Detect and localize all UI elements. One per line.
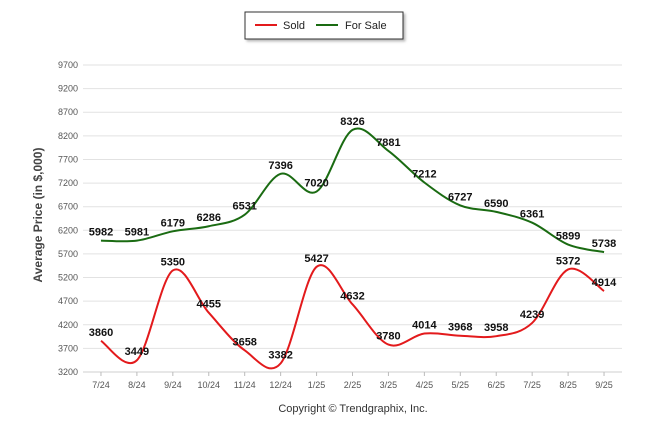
y-tick-label: 3200 (58, 367, 78, 377)
data-label-sold: 4632 (340, 290, 364, 302)
x-tick-label: 10/24 (198, 380, 221, 390)
legend: Sold For Sale (244, 11, 404, 40)
y-tick-label: 6200 (58, 225, 78, 235)
series-lines (100, 127, 605, 370)
data-label-for-sale: 6179 (161, 217, 185, 229)
y-tick-label: 4700 (58, 296, 78, 306)
y-tick-label: 7200 (58, 178, 78, 188)
data-label-for-sale: 6286 (197, 212, 221, 224)
x-tick-label: 9/25 (595, 380, 613, 390)
y-tick-label: 8700 (58, 107, 78, 117)
data-label-sold: 4239 (520, 309, 544, 321)
x-tick-label: 9/24 (164, 380, 182, 390)
data-label-for-sale: 6531 (232, 201, 256, 213)
data-label-for-sale: 8326 (340, 116, 364, 128)
series-line-for-sale (100, 127, 605, 254)
y-tick-label: 7700 (58, 154, 78, 164)
data-label-for-sale: 7212 (412, 169, 436, 181)
data-label-sold: 4014 (412, 320, 437, 332)
x-tick-label: 8/24 (128, 380, 146, 390)
data-label-for-sale: 6727 (448, 191, 472, 203)
x-tick-label: 5/25 (452, 380, 470, 390)
y-tick-label: 5200 (58, 273, 78, 283)
data-labels: 3860 3449 5350 4455 3658 3382 5427 4632 3780 4014… (89, 116, 617, 362)
data-label-for-sale: 5982 (89, 227, 113, 239)
data-label-for-sale: 5899 (556, 231, 580, 243)
x-tick-label: 8/25 (559, 380, 577, 390)
data-label-sold: 5372 (556, 255, 580, 267)
y-tick-label: 9700 (58, 60, 78, 70)
data-label-sold: 3382 (268, 349, 292, 361)
x-tick-label: 7/24 (92, 380, 110, 390)
data-label-for-sale: 5738 (592, 238, 616, 250)
data-label-sold: 4914 (592, 277, 617, 289)
x-tick-label: 2/25 (344, 380, 362, 390)
data-label-for-sale: 7396 (268, 160, 292, 172)
x-tick-label: 12/24 (269, 380, 292, 390)
data-label-for-sale: 5981 (125, 227, 149, 239)
legend-label-for-sale: For Sale (345, 20, 387, 32)
data-label-sold: 3449 (125, 346, 149, 358)
y-tick-label: 6700 (58, 202, 78, 212)
x-tick-label: 7/25 (523, 380, 541, 390)
data-label-for-sale: 6590 (484, 198, 508, 210)
x-tick-label: 1/25 (308, 380, 326, 390)
y-axis-title: Average Price (in $,000) (31, 148, 45, 283)
data-label-for-sale: 7020 (304, 178, 328, 190)
y-tick-label: 4200 (58, 320, 78, 330)
y-tick-label: 8200 (58, 131, 78, 141)
data-label-sold: 5427 (304, 253, 328, 265)
data-label-sold: 4455 (197, 299, 221, 311)
y-axis-ticks: 3200 3700 4200 4700 5200 5700 6200 6700 7200 7700… (58, 60, 78, 377)
data-label-sold: 3658 (232, 336, 256, 348)
series-line-sold (100, 264, 605, 370)
data-label-sold: 3958 (484, 322, 508, 334)
copyright-footer: Copyright © Trendgraphix, Inc. (278, 403, 427, 415)
data-label-sold: 3780 (376, 331, 400, 343)
x-tick-label: 6/25 (487, 380, 505, 390)
data-label-for-sale: 7881 (376, 137, 400, 149)
data-label-sold: 3968 (448, 322, 472, 334)
y-tick-label: 5700 (58, 249, 78, 259)
x-tick-label: 4/25 (416, 380, 434, 390)
x-tick-label: 11/24 (234, 380, 256, 390)
x-axis-ticks: 7/24 8/24 9/24 10/24 11/24 12/24 1/25 2/25 3/25 4… (92, 372, 613, 390)
y-tick-label: 3700 (58, 343, 78, 353)
x-tick-label: 3/25 (380, 380, 398, 390)
data-label-sold: 3860 (89, 327, 113, 339)
data-label-for-sale: 6361 (520, 209, 544, 221)
legend-label-sold: Sold (283, 20, 305, 32)
data-label-sold: 5350 (161, 256, 185, 268)
y-tick-label: 9200 (58, 84, 78, 94)
